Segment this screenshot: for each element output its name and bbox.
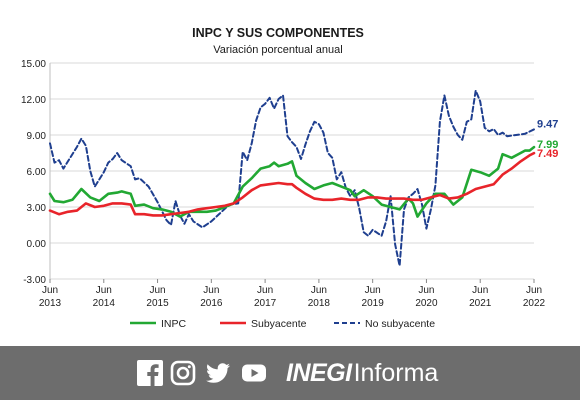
- inegi-informa-logo: INEGIInforma: [286, 357, 438, 389]
- series-line-subyacente: [48, 151, 536, 217]
- x-tick-year: 2016: [200, 298, 223, 309]
- end-label-subyacente: 7.49: [537, 148, 558, 160]
- x-tick-year: 2021: [469, 298, 492, 309]
- chart-subtitle: Variación porcentual anual: [213, 44, 342, 56]
- x-tick-year: 2015: [146, 298, 169, 309]
- chart-area: INPC Y SUS COMPONENTES Variación porcent…: [20, 26, 559, 330]
- x-tick-month: Jun: [42, 285, 58, 296]
- x-tick-month: Jun: [472, 285, 488, 296]
- twitter-icon[interactable]: [205, 360, 231, 386]
- y-tick-label: -3.00: [23, 275, 46, 286]
- series-line-no-subyacente: [49, 89, 535, 267]
- x-tick-year: 2020: [415, 298, 438, 309]
- grid-lines: [49, 62, 534, 280]
- line-chart: INPC Y SUS COMPONENTES Variación porcent…: [21, 26, 558, 330]
- legend-label: Subyacente: [251, 318, 307, 330]
- end-label-no-subyacente: 9.47: [537, 118, 558, 130]
- y-tick-label: 6.00: [27, 167, 47, 178]
- x-tick-month: Jun: [203, 285, 219, 296]
- facebook-icon[interactable]: [137, 360, 163, 386]
- x-tick-year: 2022: [523, 298, 546, 309]
- y-tick-label: 0.00: [27, 239, 47, 250]
- x-tick-year: 2017: [254, 298, 277, 309]
- x-tick-year: 2013: [39, 298, 62, 309]
- x-tick-year: 2018: [308, 298, 331, 309]
- y-tick-label: 15.00: [21, 59, 46, 70]
- x-tick-year: 2014: [93, 298, 116, 309]
- legend: INPC Subyacente No subyacente: [130, 318, 435, 330]
- legend-label: No subyacente: [365, 318, 435, 330]
- x-tick-month: Jun: [526, 285, 542, 296]
- x-tick-month: Jun: [96, 285, 112, 296]
- y-tick-label: 3.00: [27, 203, 47, 214]
- chart-title: INPC Y SUS COMPONENTES: [192, 26, 364, 40]
- x-tick-month: Jun: [311, 285, 327, 296]
- brand-light: Informa: [353, 359, 439, 387]
- instagram-icon[interactable]: [170, 360, 196, 386]
- legend-label: INPC: [161, 318, 187, 330]
- series-line-inpc: [48, 145, 536, 218]
- x-tick-month: Jun: [365, 285, 381, 296]
- x-tick-month: Jun: [418, 285, 434, 296]
- y-tick-label: 12.00: [21, 95, 46, 106]
- x-tick-month: Jun: [257, 285, 273, 296]
- end-labels: 9.47 7.997.49: [537, 118, 558, 160]
- x-tick-month: Jun: [149, 285, 165, 296]
- x-axis-ticks: Jun 2013 Jun 2014 Jun 2015 Jun 2016 Jun 2017 Jun 20…: [39, 279, 546, 309]
- series-lines: [48, 89, 536, 267]
- youtube-icon[interactable]: [241, 360, 267, 386]
- footer-bar: INEGIInforma: [0, 346, 580, 400]
- end-label-inpc: 7.99: [537, 139, 558, 151]
- y-tick-label: 9.00: [27, 131, 47, 142]
- x-tick-year: 2019: [362, 298, 385, 309]
- brand-strong: INEGI: [286, 359, 352, 387]
- y-axis-ticks: 15.00 12.00 9.00 6.00 3.00 0.00 -3.00: [21, 59, 46, 286]
